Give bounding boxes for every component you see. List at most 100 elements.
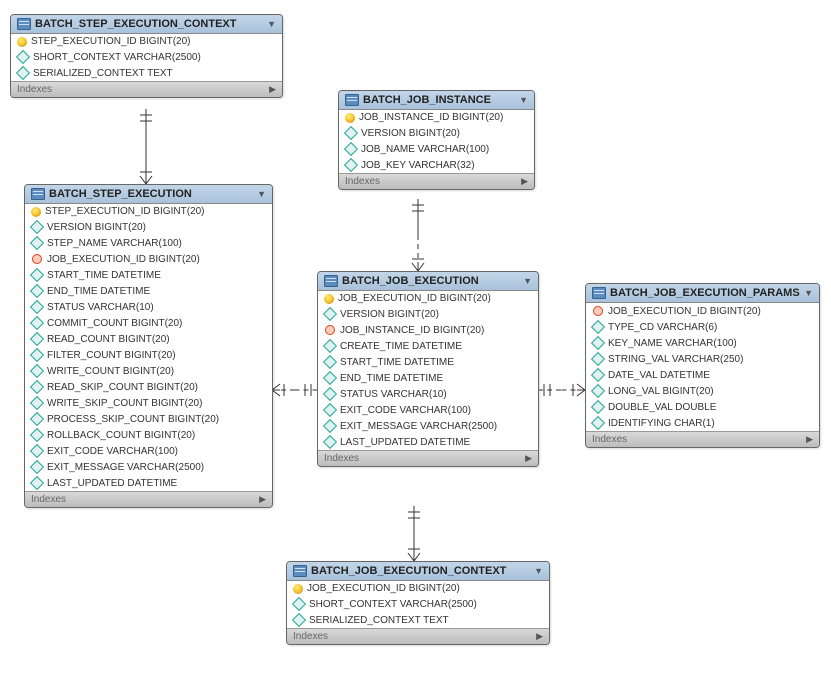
indexes-footer[interactable]: Indexes▶ — [11, 81, 282, 97]
column-row[interactable]: SERIALIZED_CONTEXT TEXT — [11, 65, 282, 81]
column-row[interactable]: SHORT_CONTEXT VARCHAR(2500) — [11, 49, 282, 65]
column-row[interactable]: CREATE_TIME DATETIME — [318, 338, 538, 354]
column-def: DATE_VAL DATETIME — [608, 370, 710, 381]
indexes-footer[interactable]: Indexes▶ — [318, 450, 538, 466]
table-icon — [293, 565, 307, 577]
column-row[interactable]: IDENTIFYING CHAR(1) — [586, 415, 819, 431]
indexes-label: Indexes — [345, 176, 380, 187]
column-row[interactable]: VERSION BIGINT(20) — [318, 306, 538, 322]
table-job_inst[interactable]: BATCH_JOB_INSTANCE▼JOB_INSTANCE_ID BIGIN… — [338, 90, 535, 190]
column-def: JOB_EXECUTION_ID BIGINT(20) — [608, 306, 761, 317]
column-row[interactable]: FILTER_COUNT BIGINT(20) — [25, 347, 272, 363]
column-icon — [591, 352, 605, 366]
column-row[interactable]: DATE_VAL DATETIME — [586, 367, 819, 383]
column-icon — [30, 396, 44, 410]
collapse-icon[interactable]: ▼ — [523, 276, 532, 286]
column-row[interactable]: END_TIME DATETIME — [318, 370, 538, 386]
column-row[interactable]: SHORT_CONTEXT VARCHAR(2500) — [287, 596, 549, 612]
column-def: KEY_NAME VARCHAR(100) — [608, 338, 737, 349]
column-row[interactable]: END_TIME DATETIME — [25, 283, 272, 299]
table-header[interactable]: BATCH_STEP_EXECUTION▼ — [25, 185, 272, 204]
column-row[interactable]: COMMIT_COUNT BIGINT(20) — [25, 315, 272, 331]
indexes-footer[interactable]: Indexes▶ — [287, 628, 549, 644]
indexes-footer[interactable]: Indexes ▶ — [339, 173, 534, 189]
column-row[interactable]: LAST_UPDATED DATETIME — [318, 434, 538, 450]
column-row[interactable]: EXIT_MESSAGE VARCHAR(2500) — [318, 418, 538, 434]
indexes-label: Indexes — [592, 434, 627, 445]
column-row[interactable]: WRITE_SKIP_COUNT BIGINT(20) — [25, 395, 272, 411]
collapse-icon[interactable]: ▼ — [519, 95, 528, 105]
table-job_exec[interactable]: BATCH_JOB_EXECUTION▼JOB_EXECUTION_ID BIG… — [317, 271, 539, 467]
column-def: IDENTIFYING CHAR(1) — [608, 418, 715, 429]
table-header[interactable]: BATCH_JOB_EXECUTION_CONTEXT▼ — [287, 562, 549, 581]
collapse-icon[interactable]: ▼ — [534, 566, 543, 576]
collapse-icon[interactable]: ▼ — [804, 288, 813, 298]
column-row[interactable]: PROCESS_SKIP_COUNT BIGINT(20) — [25, 411, 272, 427]
column-row[interactable]: EXIT_CODE VARCHAR(100) — [318, 402, 538, 418]
expand-icon[interactable]: ▶ — [269, 84, 276, 95]
column-icon — [30, 364, 44, 378]
column-row[interactable]: KEY_NAME VARCHAR(100) — [586, 335, 819, 351]
column-row[interactable]: WRITE_COUNT BIGINT(20) — [25, 363, 272, 379]
column-row[interactable]: STEP_NAME VARCHAR(100) — [25, 235, 272, 251]
column-row[interactable]: STATUS VARCHAR(10) — [25, 299, 272, 315]
column-row[interactable]: JOB_KEY VARCHAR(32) — [339, 157, 534, 173]
table-body: JOB_INSTANCE_ID BIGINT(20)VERSION BIGINT… — [339, 110, 534, 173]
column-icon — [323, 339, 337, 353]
column-row[interactable]: STRING_VAL VARCHAR(250) — [586, 351, 819, 367]
column-icon — [30, 348, 44, 362]
column-row[interactable]: STEP_EXECUTION_ID BIGINT(20) — [11, 34, 282, 49]
column-row[interactable]: READ_SKIP_COUNT BIGINT(20) — [25, 379, 272, 395]
column-row[interactable]: EXIT_CODE VARCHAR(100) — [25, 443, 272, 459]
collapse-icon[interactable]: ▼ — [267, 19, 276, 29]
column-row[interactable]: SERIALIZED_CONTEXT TEXT — [287, 612, 549, 628]
column-row[interactable]: JOB_EXECUTION_ID BIGINT(20) — [287, 581, 549, 596]
table-step_exec[interactable]: BATCH_STEP_EXECUTION▼STEP_EXECUTION_ID B… — [24, 184, 273, 508]
column-row[interactable]: JOB_NAME VARCHAR(100) — [339, 141, 534, 157]
table-header[interactable]: BATCH_STEP_EXECUTION_CONTEXT▼ — [11, 15, 282, 34]
column-row[interactable]: VERSION BIGINT(20) — [25, 219, 272, 235]
expand-icon[interactable]: ▶ — [521, 176, 528, 187]
table-header[interactable]: BATCH_JOB_EXECUTION_PARAMS▼ — [586, 284, 819, 303]
column-row[interactable]: JOB_INSTANCE_ID BIGINT(20) — [339, 110, 534, 125]
column-def: PROCESS_SKIP_COUNT BIGINT(20) — [47, 414, 219, 425]
column-icon — [292, 613, 306, 627]
foreign-key-icon — [591, 304, 605, 318]
expand-icon[interactable]: ▶ — [525, 453, 532, 464]
column-icon — [591, 400, 605, 414]
column-row[interactable]: ROLLBACK_COUNT BIGINT(20) — [25, 427, 272, 443]
primary-key-icon — [345, 113, 355, 123]
column-row[interactable]: START_TIME DATETIME — [318, 354, 538, 370]
table-job_ctx[interactable]: BATCH_JOB_EXECUTION_CONTEXT▼JOB_EXECUTIO… — [286, 561, 550, 645]
column-icon — [30, 444, 44, 458]
column-row[interactable]: JOB_INSTANCE_ID BIGINT(20) — [318, 322, 538, 338]
primary-key-icon — [17, 37, 27, 47]
column-row[interactable]: VERSION BIGINT(20) — [339, 125, 534, 141]
column-row[interactable]: EXIT_MESSAGE VARCHAR(2500) — [25, 459, 272, 475]
table-header[interactable]: BATCH_JOB_INSTANCE▼ — [339, 91, 534, 110]
column-row[interactable]: DOUBLE_VAL DOUBLE — [586, 399, 819, 415]
column-row[interactable]: START_TIME DATETIME — [25, 267, 272, 283]
column-row[interactable]: STATUS VARCHAR(10) — [318, 386, 538, 402]
column-row[interactable]: LONG_VAL BIGINT(20) — [586, 383, 819, 399]
expand-icon[interactable]: ▶ — [536, 631, 543, 642]
column-row[interactable]: JOB_EXECUTION_ID BIGINT(20) — [586, 303, 819, 319]
column-row[interactable]: READ_COUNT BIGINT(20) — [25, 331, 272, 347]
indexes-label: Indexes — [31, 494, 66, 505]
column-icon — [323, 307, 337, 321]
collapse-icon[interactable]: ▼ — [257, 189, 266, 199]
column-row[interactable]: JOB_EXECUTION_ID BIGINT(20) — [25, 251, 272, 267]
column-row[interactable]: JOB_EXECUTION_ID BIGINT(20) — [318, 291, 538, 306]
table-header[interactable]: BATCH_JOB_EXECUTION▼ — [318, 272, 538, 291]
column-icon — [323, 435, 337, 449]
table-step_ctx[interactable]: BATCH_STEP_EXECUTION_CONTEXT▼STEP_EXECUT… — [10, 14, 283, 98]
column-row[interactable]: STEP_EXECUTION_ID BIGINT(20) — [25, 204, 272, 219]
table-job_params[interactable]: BATCH_JOB_EXECUTION_PARAMS▼JOB_EXECUTION… — [585, 283, 820, 448]
indexes-footer[interactable]: Indexes ▶ — [25, 491, 272, 507]
expand-icon[interactable]: ▶ — [806, 434, 813, 445]
indexes-footer[interactable]: Indexes ▶ — [586, 431, 819, 447]
table-body: JOB_EXECUTION_ID BIGINT(20) TYPE_CD VARCH… — [586, 303, 819, 431]
column-row[interactable]: LAST_UPDATED DATETIME — [25, 475, 272, 491]
expand-icon[interactable]: ▶ — [259, 494, 266, 505]
column-row[interactable]: TYPE_CD VARCHAR(6) — [586, 319, 819, 335]
